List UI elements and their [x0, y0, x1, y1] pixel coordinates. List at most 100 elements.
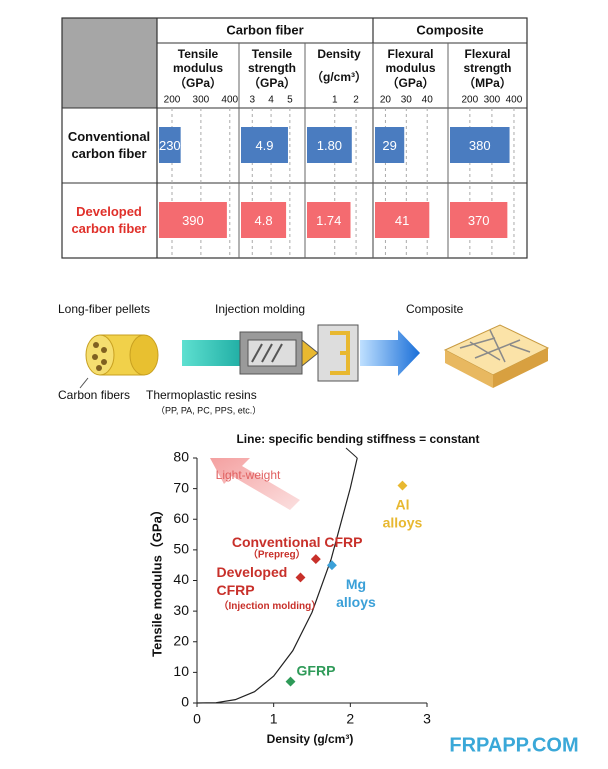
- bar: [375, 202, 430, 238]
- column-header: Flexural: [387, 47, 433, 61]
- group-header: Composite: [416, 22, 483, 37]
- tick-label: 200: [164, 95, 181, 106]
- point-note: （Prepreg）: [248, 548, 306, 561]
- point: [310, 554, 321, 565]
- point-label: Developed: [217, 564, 288, 580]
- column-header: Tensile: [252, 47, 293, 61]
- tick-label: 20: [380, 95, 392, 106]
- bar: [450, 127, 510, 163]
- tick-label: 4: [268, 95, 274, 106]
- point-label: alloys: [383, 514, 423, 530]
- feed-arrow: [182, 340, 248, 366]
- value-label: 390: [182, 213, 204, 228]
- value-label: 4.9: [255, 138, 273, 153]
- tick-label: 300: [193, 95, 210, 106]
- comparison-table: Carbon fiber CompositeTensilemodulus（GPa）…: [61, 17, 528, 259]
- bar: [307, 202, 351, 238]
- bar: [159, 202, 227, 238]
- point-note: （Injection molding）: [219, 599, 322, 612]
- label-resin-examples: （PP, PA, PC, PPS, etc.）: [156, 405, 261, 415]
- point: [326, 560, 337, 571]
- column-header: strength: [464, 61, 512, 75]
- tick-label: 1: [332, 95, 338, 106]
- process-diagram: Long-fiber pellets Injection molding Com…: [58, 302, 550, 415]
- x-tick-label: 0: [193, 711, 201, 727]
- point-label: CFRP: [217, 582, 255, 598]
- corner-cell: [62, 18, 157, 108]
- watermark: FRPAPP.COM: [449, 734, 578, 756]
- bar: [307, 127, 352, 163]
- column-header: modulus: [173, 61, 223, 75]
- tick-label: 40: [422, 95, 434, 106]
- pellet: [85, 334, 159, 376]
- tick-label: 400: [506, 95, 523, 106]
- value-label: 29: [382, 138, 396, 153]
- label-composite: Composite: [406, 302, 464, 316]
- tick-label: 400: [221, 95, 238, 106]
- label-resins: Thermoplastic resins: [146, 388, 257, 402]
- x-axis-label: Density (g/cm³): [267, 732, 354, 746]
- annotation: Light-weight: [216, 468, 281, 482]
- y-tick-label: 10: [173, 663, 189, 679]
- column-header: strength: [248, 61, 296, 75]
- y-tick-label: 40: [173, 571, 189, 587]
- column-unit: （GPa）: [174, 75, 222, 90]
- value-label: 1.74: [316, 213, 341, 228]
- point-label: Mg: [346, 576, 366, 592]
- tick-label: 2: [353, 95, 359, 106]
- tick-label: 3: [249, 95, 255, 106]
- light-weight-arrow: [210, 458, 300, 510]
- x-tick-label: 2: [346, 711, 354, 727]
- group-header: Carbon fiber: [226, 22, 303, 37]
- column-header: Tensile: [178, 47, 219, 61]
- column-header: modulus: [386, 61, 436, 75]
- y-tick-label: 20: [173, 632, 189, 648]
- table-border: [61, 17, 528, 259]
- y-tick-label: 30: [173, 602, 189, 618]
- bar: [241, 202, 287, 238]
- value-label: 230: [159, 138, 181, 153]
- label-fibers: Carbon fibers: [58, 388, 130, 402]
- tick-label: 200: [462, 95, 479, 106]
- column-header: Density: [317, 47, 361, 61]
- row-label: Conventional: [68, 129, 150, 144]
- output-arrow: [360, 330, 420, 376]
- y-tick-label: 70: [173, 479, 189, 495]
- point-label: Al: [395, 496, 409, 512]
- column-unit: （g/cm³）: [311, 69, 367, 84]
- tick-label: 30: [401, 95, 413, 106]
- value-label: 380: [469, 138, 491, 153]
- row-label: carbon fiber: [71, 146, 146, 161]
- column-unit: （MPa）: [463, 75, 512, 90]
- bar: [375, 127, 405, 163]
- y-tick-label: 80: [173, 449, 189, 465]
- y-tick-label: 50: [173, 541, 189, 557]
- x-tick-label: 3: [423, 711, 431, 727]
- column-unit: （GPa）: [386, 75, 434, 90]
- point-label: GFRP: [297, 662, 336, 678]
- point: [285, 676, 296, 687]
- tick-label: 300: [484, 95, 501, 106]
- point: [295, 572, 306, 583]
- point: [397, 480, 408, 491]
- bar: [159, 127, 181, 163]
- column-unit: （GPa）: [248, 75, 296, 90]
- title-pointer: [345, 447, 358, 459]
- bar: [450, 202, 508, 238]
- value-label: 1.80: [317, 138, 342, 153]
- stiffness-line: [196, 457, 358, 704]
- composite-plate: [443, 324, 550, 388]
- pointer: [79, 377, 89, 389]
- column-header: Flexural: [464, 47, 510, 61]
- point-label: alloys: [336, 594, 376, 610]
- value-label: 370: [468, 213, 490, 228]
- scatter-chart: Line: specific bending stiffness = const…: [149, 432, 479, 746]
- value-label: 41: [395, 213, 409, 228]
- y-tick-label: 0: [181, 694, 189, 710]
- x-tick-label: 1: [270, 711, 278, 727]
- value-label: 4.8: [255, 213, 273, 228]
- label-molding: Injection molding: [215, 302, 305, 316]
- label-pellets: Long-fiber pellets: [58, 302, 150, 316]
- bar: [241, 127, 288, 163]
